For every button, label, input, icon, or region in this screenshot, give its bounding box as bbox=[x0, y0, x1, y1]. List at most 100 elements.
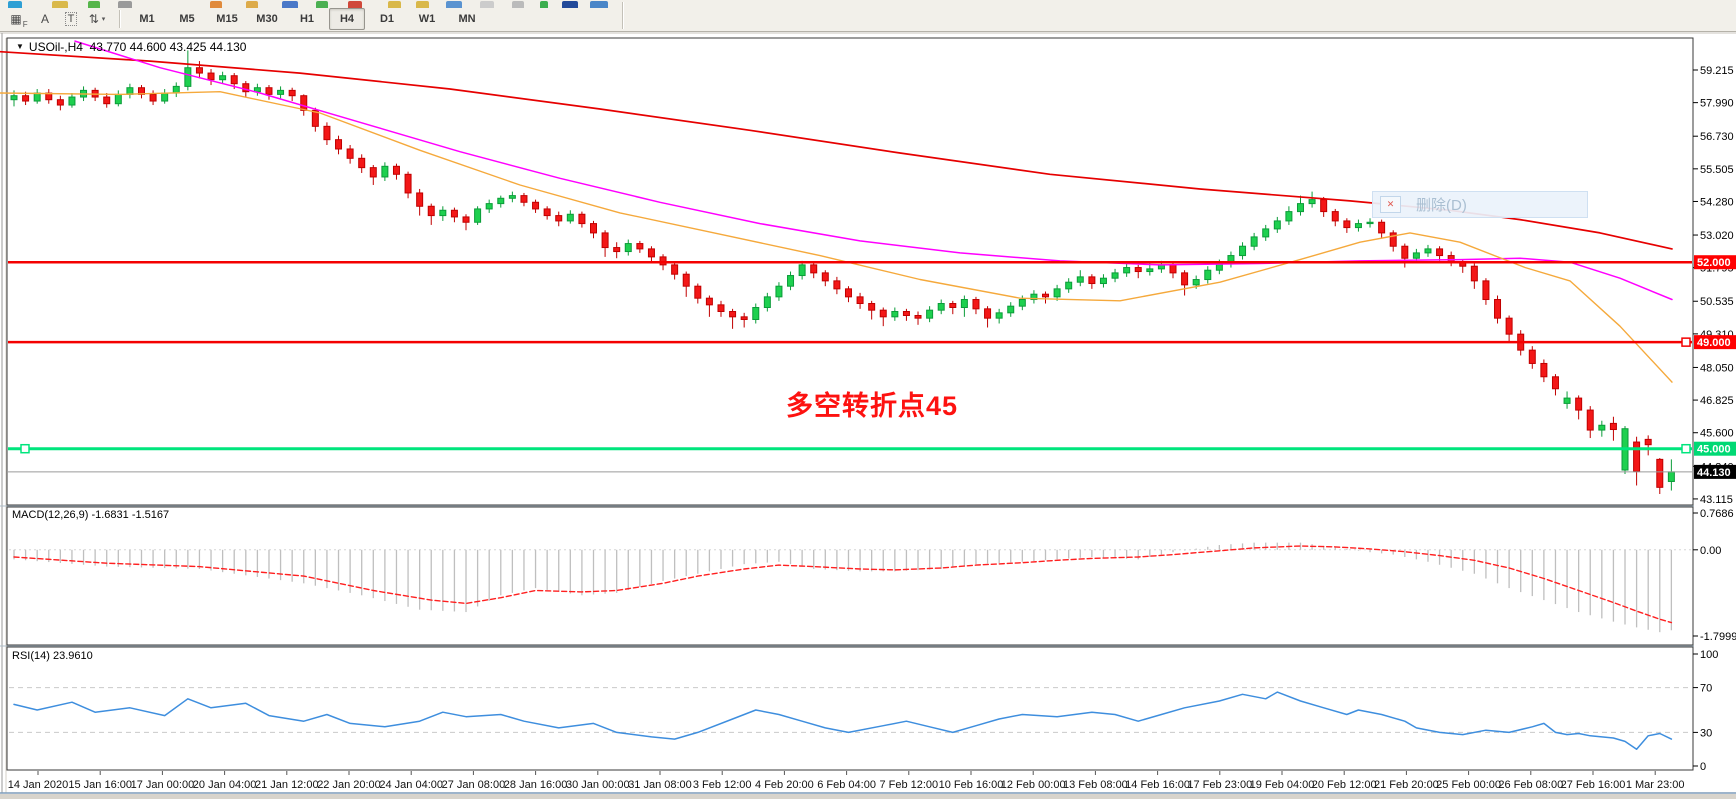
tool-row: ▦ F A T ⇅ ▾ M1 M5 M15 M30 H1 H4 D1 W1 MN bbox=[6, 8, 485, 30]
candle-body bbox=[311, 109, 319, 127]
clipped-toolbar-icon[interactable] bbox=[512, 1, 524, 8]
price-level-label: 44.130 bbox=[1697, 467, 1731, 479]
price-tick-label: 45.600 bbox=[1700, 428, 1734, 440]
clipped-toolbar-icon[interactable] bbox=[282, 1, 298, 8]
candle-body bbox=[1308, 199, 1316, 205]
timeframe-button-w1[interactable]: W1 bbox=[418, 13, 436, 25]
candle-body bbox=[717, 304, 725, 313]
candle-body bbox=[462, 216, 470, 223]
timeframe-button-mn[interactable]: MN bbox=[458, 13, 476, 25]
candle-body bbox=[300, 95, 308, 111]
timeframe-button-m1[interactable]: M1 bbox=[139, 13, 155, 25]
clipped-toolbar-icon[interactable] bbox=[590, 1, 608, 8]
candle-body bbox=[833, 280, 841, 290]
candle-body bbox=[647, 248, 655, 258]
hline-handle[interactable] bbox=[1681, 337, 1691, 347]
toolbar: ▦ F A T ⇅ ▾ M1 M5 M15 M30 H1 H4 D1 W1 MN bbox=[0, 0, 1736, 32]
clipped-toolbar-icon[interactable] bbox=[316, 1, 328, 8]
price-level-label-box bbox=[1694, 464, 1736, 479]
candle-body bbox=[868, 303, 876, 311]
candle-body bbox=[914, 314, 922, 319]
candle-body bbox=[381, 165, 389, 178]
candle-body bbox=[1123, 267, 1131, 274]
context-menu-ghost-delete[interactable]: ✕ 删除(D) bbox=[1372, 191, 1588, 218]
ohlc-values: 43.770 44.600 43.425 44.130 bbox=[89, 40, 247, 54]
price-annotation[interactable]: 多空转折点45 bbox=[786, 391, 959, 421]
clipped-toolbar-icon[interactable] bbox=[246, 1, 258, 8]
clipped-toolbar-icon[interactable] bbox=[480, 1, 494, 8]
toolbar-groove bbox=[622, 2, 623, 29]
price-level-label: 49.000 bbox=[1697, 337, 1731, 349]
font-a-icon[interactable]: A bbox=[40, 12, 49, 26]
candle-body bbox=[613, 247, 621, 253]
time-axis-label: 26 Feb 08:00 bbox=[1498, 779, 1563, 791]
candle-body bbox=[1528, 349, 1536, 364]
timeframe-button-m5[interactable]: M5 bbox=[179, 13, 195, 25]
macd-indicator-label: MACD(12,26,9) -1.6831 -1.5167 bbox=[12, 509, 170, 521]
candle-body bbox=[230, 75, 238, 85]
hline-handle[interactable] bbox=[20, 443, 30, 454]
toolbar-separator bbox=[119, 10, 120, 28]
candle-body bbox=[474, 208, 482, 223]
candle-body bbox=[56, 99, 64, 106]
time-axis-label: 27 Feb 16:00 bbox=[1561, 779, 1626, 791]
time-axis-label: 3 Feb 12:00 bbox=[693, 779, 752, 791]
candle-body bbox=[995, 312, 1003, 319]
arrange-arrows-icon[interactable]: ⇅ ▾ bbox=[88, 12, 106, 26]
rsi-pane bbox=[6, 646, 1694, 771]
price-axis[interactable] bbox=[1694, 38, 1736, 770]
candle-body bbox=[1204, 269, 1212, 281]
timeframe-button-h1[interactable]: H1 bbox=[299, 13, 315, 25]
candle-body bbox=[671, 264, 679, 275]
candle-body bbox=[1239, 245, 1247, 257]
dropdown-triangle-icon[interactable]: ▼ bbox=[16, 42, 24, 51]
candle-body bbox=[184, 67, 192, 87]
price-tick-label: 56.730 bbox=[1700, 131, 1734, 143]
hline-handle[interactable] bbox=[1681, 443, 1691, 454]
candle-body bbox=[1482, 280, 1490, 301]
time-axis[interactable] bbox=[7, 771, 1693, 791]
clipped-toolbar-icon[interactable] bbox=[88, 1, 100, 8]
candle-body bbox=[1667, 471, 1675, 482]
clipped-toolbar-icon[interactable] bbox=[446, 1, 462, 8]
price-tick-label: 48.050 bbox=[1700, 362, 1734, 374]
time-axis-label: 28 Jan 16:00 bbox=[504, 779, 568, 791]
timeframe-button-d1[interactable]: D1 bbox=[379, 13, 395, 25]
text-label-icon[interactable]: T bbox=[58, 9, 84, 29]
timeframe-button-m30[interactable]: M30 bbox=[256, 13, 278, 25]
clipped-toolbar-icon[interactable] bbox=[210, 1, 222, 8]
candle-body bbox=[590, 223, 597, 234]
price-level-label-box bbox=[1694, 441, 1736, 456]
timeframe-button-m15[interactable]: M15 bbox=[216, 13, 238, 25]
candle-body bbox=[427, 205, 435, 217]
price-level-label: 52.000 bbox=[1697, 257, 1731, 269]
candle-body bbox=[624, 243, 632, 253]
candle-body bbox=[937, 303, 945, 311]
candle-body bbox=[555, 215, 563, 222]
clipped-toolbar-icon[interactable] bbox=[118, 1, 132, 8]
clipped-toolbar-icon[interactable] bbox=[348, 1, 362, 8]
candle-body bbox=[578, 213, 586, 225]
tiled-grid-f-icon[interactable]: ▦ F bbox=[10, 12, 28, 29]
candle-body bbox=[207, 72, 215, 81]
candle-body bbox=[33, 92, 41, 102]
clipped-toolbar-icon[interactable] bbox=[416, 1, 429, 8]
candle-body bbox=[439, 209, 447, 217]
candle-body bbox=[219, 75, 227, 81]
candle-body bbox=[1030, 293, 1038, 301]
price-tick-label: 46.825 bbox=[1700, 395, 1734, 407]
candle-body bbox=[1343, 220, 1351, 229]
candle-body bbox=[879, 309, 887, 318]
clipped-toolbar-icon[interactable] bbox=[562, 1, 578, 8]
candle-body bbox=[532, 201, 540, 210]
candle-body bbox=[497, 197, 505, 205]
main-pane bbox=[6, 37, 1694, 506]
clipped-toolbar-icon[interactable] bbox=[388, 1, 401, 8]
clipped-toolbar-icon[interactable] bbox=[8, 1, 22, 8]
timeframe-button-h4[interactable]: H4 bbox=[329, 8, 365, 30]
time-axis-label: 12 Feb 00:00 bbox=[1001, 779, 1066, 791]
candle-body bbox=[508, 195, 516, 199]
clipped-toolbar-icon[interactable] bbox=[52, 1, 68, 8]
candle-body bbox=[1076, 276, 1084, 283]
clipped-toolbar-icon[interactable] bbox=[540, 1, 548, 8]
